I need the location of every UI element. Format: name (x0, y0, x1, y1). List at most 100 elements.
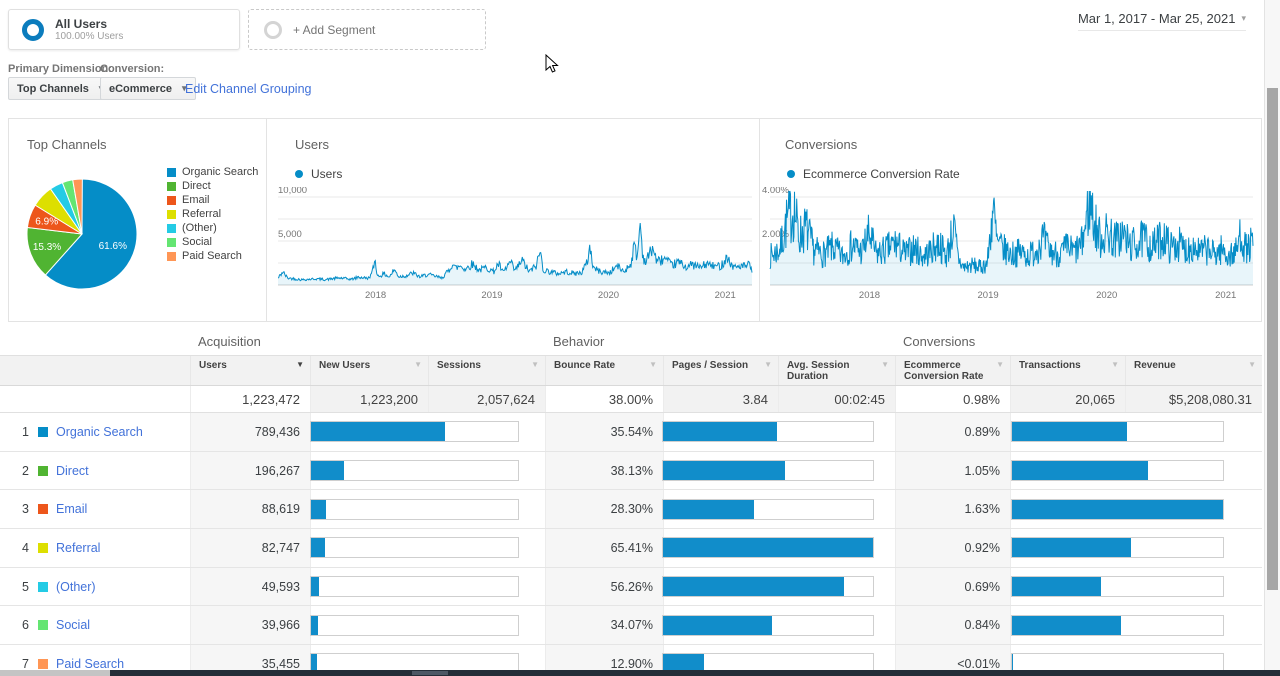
bounce-rate-bar-fill (663, 461, 786, 481)
bounce-rate-bar (662, 537, 874, 559)
add-segment-button[interactable]: + Add Segment (248, 9, 486, 50)
date-range-picker[interactable]: Mar 1, 2017 - Mar 25, 2021 ▾ (1077, 11, 1246, 31)
pie-legend-label: Email (182, 194, 210, 206)
column-header-dimension (0, 356, 190, 385)
users-value: 196,267 (190, 451, 310, 490)
channel-link[interactable]: Referral (56, 540, 101, 555)
pie-legend-item: Email (167, 193, 258, 207)
channel-link[interactable]: Organic Search (56, 424, 143, 439)
segment-circle-icon (22, 18, 44, 41)
users-chart-card: Users Users 10,000 5,000 2018 2019 2020 2021 (267, 118, 760, 322)
column-header-revenue[interactable]: Revenue ▼ (1125, 356, 1262, 385)
segment-subtitle: 100.00% Users (55, 30, 124, 42)
ecommerce-cr-bar (1011, 498, 1224, 520)
bottom-dark-strip (110, 670, 1280, 676)
users-share-bar (310, 460, 519, 482)
x-axis-tick-label: 2018 (859, 290, 880, 301)
table-header-row: Users ▼ New Users ▼ Sessions ▼ Bounce Rate ▼ Pag… (0, 355, 1262, 386)
conversions-line-chart[interactable]: 4.00% 2.00% 2018 2019 2020 2021 (762, 187, 1255, 301)
bounce-rate-bar-fill (663, 615, 773, 635)
column-header-label: Users (199, 360, 227, 371)
channel-link[interactable]: Email (56, 502, 88, 517)
ecommerce-cr-value: 0.84% (895, 606, 1010, 645)
column-header-avg-session-duration[interactable]: Avg. Session Duration ▼ (778, 356, 895, 385)
conversion-dropdown[interactable]: eCommerce ▾ (100, 77, 196, 100)
vertical-scrollbar-thumb[interactable] (1267, 88, 1278, 590)
bounce-rate-cell (662, 451, 895, 490)
pie-legend-item: Paid Search (167, 249, 258, 263)
pie-slice-paid-search[interactable] (72, 178, 83, 235)
sort-arrow-icon[interactable]: ▼ (996, 360, 1004, 369)
pie-slice-direct[interactable] (26, 226, 84, 276)
sort-arrow-icon[interactable]: ▼ (764, 360, 772, 369)
legend-swatch-icon (167, 237, 176, 247)
users-share-bar-fill (311, 422, 445, 442)
conversions-legend-label: Ecommerce Conversion Rate (803, 167, 960, 181)
primary-dimension-value: Top Channels (17, 82, 89, 95)
group-header-acquisition: Acquisition (198, 334, 261, 349)
channel-cell: 6 Social (0, 606, 190, 644)
column-header-label: Sessions (437, 360, 481, 371)
x-axis-tick-label: 2018 (365, 290, 386, 301)
channel-cell: 4 Referral (0, 529, 190, 567)
column-header-sessions[interactable]: Sessions ▼ (428, 356, 545, 385)
column-header-label: Ecommerce Conversion Rate (904, 360, 984, 382)
column-header-label: Transactions (1019, 360, 1081, 371)
channel-link[interactable]: (Other) (56, 579, 96, 594)
sort-arrow-icon[interactable]: ▼ (881, 360, 889, 369)
horizontal-scrollbar-thumb[interactable] (412, 671, 448, 675)
column-header-users[interactable]: Users ▼ (190, 356, 310, 385)
sort-arrow-icon[interactable]: ▼ (1248, 360, 1256, 369)
users-legend-label: Users (311, 167, 343, 181)
legend-swatch-icon (167, 251, 176, 261)
bottom-edge-bar (0, 670, 1280, 676)
bounce-rate-bar-fill (663, 538, 873, 558)
pie-chart-title: Top Channels (27, 137, 107, 152)
bounce-rate-value: 38.13% (545, 451, 663, 490)
users-share-bar-fill (311, 461, 345, 481)
top-channels-pie-chart[interactable]: 61.6% 15.3% 6.9% (21, 173, 143, 295)
ecommerce-cr-cell (1010, 606, 1262, 645)
users-line-chart[interactable]: 10,000 5,000 2018 2019 2020 2021 (278, 187, 755, 301)
column-header-pages-session[interactable]: Pages / Session ▼ (663, 356, 778, 385)
sort-arrow-icon[interactable]: ▼ (414, 360, 422, 369)
bounce-rate-bar (662, 460, 874, 482)
ecommerce-cr-bar-fill (1012, 654, 1013, 674)
edit-channel-grouping-link[interactable]: Edit Channel Grouping (185, 82, 312, 96)
totals-dimension-cell (0, 386, 190, 412)
column-header-bounce-rate[interactable]: Bounce Rate ▼ (545, 356, 663, 385)
bounce-rate-bar (662, 421, 874, 443)
channel-link[interactable]: Social (56, 618, 91, 633)
column-header-ecommerce-conversion-rate[interactable]: Ecommerce Conversion Rate ▼ (895, 356, 1010, 385)
y-axis-tick-label: 5,000 (278, 229, 302, 240)
ecommerce-cr-value: 1.05% (895, 451, 1010, 490)
column-header-transactions[interactable]: Transactions ▼ (1010, 356, 1125, 385)
users-share-bar-fill (311, 577, 320, 597)
pie-legend-item: (Other) (167, 221, 258, 235)
sort-arrow-icon[interactable]: ▼ (1111, 360, 1119, 369)
channel-cell: 7 Paid Search (0, 645, 190, 676)
pie-slice-label: 61.6% (99, 241, 127, 252)
bounce-rate-bar-fill (663, 422, 778, 442)
ecommerce-cr-bar (1011, 421, 1224, 443)
vertical-scrollbar[interactable] (1264, 0, 1280, 676)
pie-slice-organic-search[interactable] (44, 178, 138, 290)
channel-link[interactable]: Paid Search (56, 656, 125, 671)
bounce-rate-bar (662, 498, 874, 520)
segment-all-users[interactable]: All Users 100.00% Users (8, 9, 240, 50)
users-value: 82,747 (190, 529, 310, 567)
x-axis-tick-label: 2020 (1096, 290, 1117, 301)
ecommerce-cr-bar-fill (1012, 461, 1148, 481)
x-axis-tick-label: 2021 (1215, 290, 1236, 301)
sort-arrow-icon[interactable]: ▼ (531, 360, 539, 369)
sort-arrow-icon[interactable]: ▼ (296, 360, 304, 369)
channel-link[interactable]: Direct (56, 463, 89, 478)
users-share-bar-fill (311, 615, 318, 635)
table-row: 4 Referral 82,747 65.41% 0.92% (0, 529, 1262, 568)
ecommerce-cr-cell (1010, 529, 1262, 567)
sort-arrow-icon[interactable]: ▼ (649, 360, 657, 369)
primary-dimension-dropdown[interactable]: Top Channels ▾ (8, 77, 113, 100)
users-share-cell (310, 606, 545, 645)
column-header-new-users[interactable]: New Users ▼ (310, 356, 428, 385)
conversion-value: eCommerce (109, 82, 172, 95)
